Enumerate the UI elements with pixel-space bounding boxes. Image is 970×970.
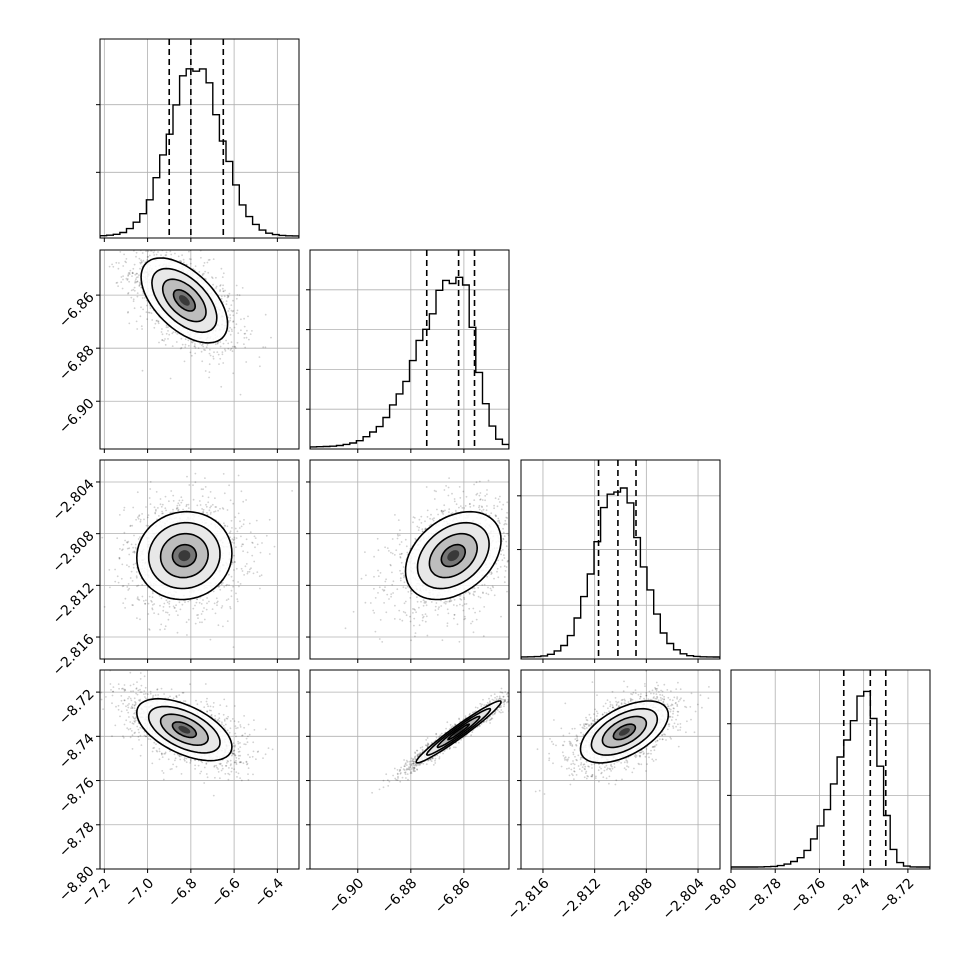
y-tick-label: −6.90: [56, 396, 98, 438]
density-level: [447, 550, 460, 562]
x-tick-label: −2.808: [608, 875, 656, 923]
panel-content: [100, 39, 299, 238]
panel-3-0: −7.2 −7.0 −6.8 −6.6 −6.4−8.72−8.74−8.76−8.78…: [56, 669, 300, 911]
panel-content: [534, 670, 714, 795]
panel-content: [731, 670, 930, 869]
panel-frame: [730, 669, 931, 870]
panel-2-2: [517, 459, 721, 663]
panel-content: [344, 477, 509, 643]
y-tick-label: −8.76: [56, 775, 98, 817]
panel-1-1: [306, 249, 510, 453]
panel-frame: [99, 459, 300, 660]
contour-line: [428, 532, 479, 579]
panel-0-0: [96, 38, 300, 242]
contour-line: [140, 257, 229, 344]
x-tick-label: −6.8: [165, 875, 200, 910]
panel-frame: [520, 669, 721, 870]
x-tick-label: −6.86: [432, 875, 474, 917]
x-tick-label: −6.88: [379, 875, 421, 917]
panel-frame: [309, 459, 510, 660]
contour-line: [151, 267, 218, 334]
contour-line: [590, 707, 659, 756]
x-tick-label: −6.6: [208, 875, 243, 910]
contour-line: [147, 705, 221, 754]
y-tick-label: −2.816: [50, 631, 98, 679]
y-tick-label: −8.74: [56, 731, 98, 773]
density-level: [178, 725, 191, 734]
panel-1-0: −6.86 −6.88 −6.90: [56, 249, 300, 453]
contour-line: [440, 543, 466, 568]
x-tick-label: −8.80: [699, 875, 741, 917]
contour-line: [135, 697, 233, 762]
contour-line: [147, 521, 221, 590]
x-tick-label: −6.90: [326, 875, 368, 917]
panel-2-0: −2.804−2.808−2.812−2.816: [50, 459, 300, 679]
x-tick-label: −6.4: [252, 875, 287, 910]
histogram-2: [521, 487, 720, 659]
panel-frame: [99, 249, 300, 450]
x-tick-label: −2.816: [505, 875, 553, 923]
panel-2-1: [306, 459, 510, 663]
y-tick-label: −2.804: [50, 476, 98, 524]
contour-line: [135, 510, 233, 601]
panel-frame: [520, 459, 721, 660]
histogram-0: [100, 68, 299, 238]
density-level: [618, 728, 630, 736]
x-tick-label: −8.72: [876, 875, 918, 917]
x-tick-label: −7.0: [122, 875, 157, 910]
y-tick-label: −8.78: [56, 819, 98, 861]
panel-content: [371, 687, 509, 794]
panel-frame: [99, 669, 300, 870]
contour-line: [404, 510, 502, 601]
panel-frame: [309, 249, 510, 450]
panel-3-1: −6.90 −6.88 −6.86: [306, 669, 510, 917]
panel-3-3: −8.80 −8.78 −8.76 −8.74 −8.72: [699, 669, 931, 917]
contour-line: [159, 713, 210, 747]
contour-line: [579, 700, 670, 764]
x-tick-label: −8.78: [743, 875, 785, 917]
panel-frame: [309, 669, 510, 870]
contour-line: [612, 723, 637, 741]
panel-3-2: −2.816 −2.812 −2.808 −2.804: [505, 669, 721, 923]
density-level: [179, 295, 190, 306]
panel-frame: [99, 38, 300, 239]
contour-line: [171, 543, 198, 568]
contour-line: [415, 700, 502, 764]
contour-line: [425, 707, 492, 756]
contour-line: [161, 278, 207, 323]
x-tick-label: −2.812: [556, 875, 604, 923]
x-tick-label: −2.804: [660, 875, 708, 923]
y-tick-label: −2.812: [50, 580, 98, 628]
panel-content: [310, 250, 509, 449]
y-tick-label: −8.72: [56, 686, 98, 728]
contour-line: [159, 532, 210, 579]
y-tick-label: −6.88: [56, 343, 98, 385]
panel-content: [521, 460, 720, 659]
panel-content: [100, 670, 274, 797]
contour-line: [436, 715, 481, 749]
panel-content: [101, 472, 293, 648]
contour-line: [171, 721, 198, 739]
contour-line: [416, 521, 490, 590]
histogram-1: [310, 276, 509, 449]
histogram-3: [731, 690, 930, 869]
y-tick-label: −6.86: [56, 289, 98, 331]
contour-line: [601, 715, 648, 749]
contour-line: [172, 289, 197, 312]
contour-line: [447, 723, 470, 741]
density-level: [453, 728, 464, 736]
density-level: [178, 550, 191, 562]
panel-content: [108, 250, 272, 396]
x-tick-label: −8.76: [787, 875, 829, 917]
y-tick-label: −2.808: [50, 528, 98, 576]
x-tick-label: −8.74: [832, 875, 874, 917]
